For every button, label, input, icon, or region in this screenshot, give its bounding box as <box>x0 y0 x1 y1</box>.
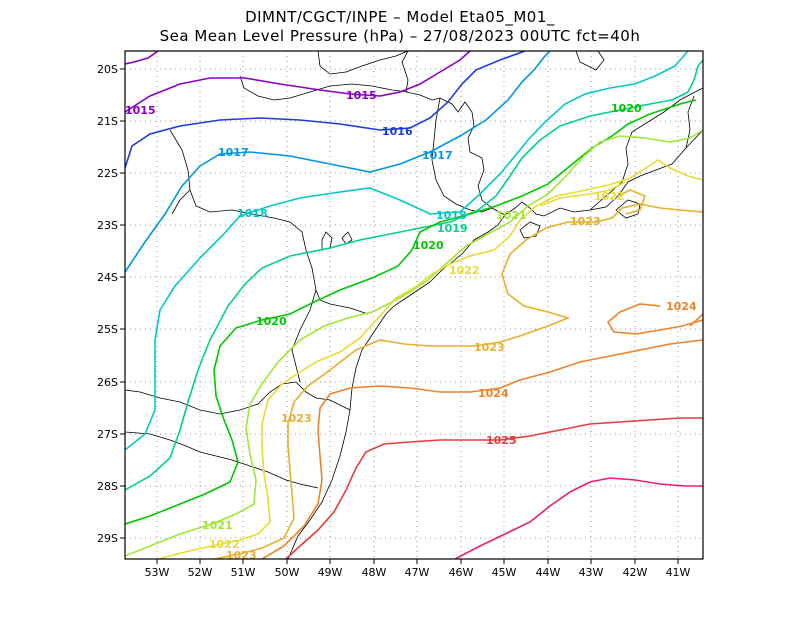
lon-label: 42W <box>623 566 648 579</box>
label-1022-center: 1022 <box>449 264 480 277</box>
isobar-1016 <box>125 51 526 169</box>
coastline-borders <box>125 51 703 559</box>
isobar-1015-west <box>125 51 159 65</box>
label-1024-center: 1024 <box>478 387 509 400</box>
label-1022-east: 1022 <box>594 190 625 203</box>
lon-label: 52W <box>188 566 213 579</box>
label-1015: 1015 <box>346 89 377 102</box>
isobar-1023-east <box>617 189 647 215</box>
lat-label: 20S <box>97 63 118 76</box>
lon-label: 50W <box>275 566 300 579</box>
label-1021-east: 1021 <box>496 209 527 222</box>
lon-label: 45W <box>492 566 517 579</box>
label-1021-south: 1021 <box>202 519 233 532</box>
isobar-1017 <box>125 51 551 273</box>
label-1015-west: 1015 <box>125 104 156 117</box>
label-1020-center: 1020 <box>413 239 444 252</box>
lat-label: 26S <box>97 376 118 389</box>
lat-label: 25S <box>97 323 118 336</box>
lat-label: 29S <box>97 532 118 545</box>
label-1020-west: 1020 <box>256 315 287 328</box>
label-1024-east: 1024 <box>666 300 697 313</box>
label-1023-east: 1023 <box>570 215 601 228</box>
label-1016: 1016 <box>382 125 413 138</box>
isobar-1022-sea <box>539 181 626 207</box>
lon-label: 41W <box>666 566 691 579</box>
lat-label: 28S <box>97 480 118 493</box>
map-frame <box>124 50 704 560</box>
lat-label: 23S <box>97 219 118 232</box>
isobar-1025 <box>285 417 703 559</box>
map-subtitle: Sea Mean Level Pressure (hPa) – 27/08/20… <box>159 27 641 45</box>
lon-label: 48W <box>362 566 387 579</box>
isobar-1024 <box>261 339 703 559</box>
label-1023-south: 1023 <box>226 549 257 562</box>
lon-label: 53W <box>145 566 170 579</box>
isobar-1020 <box>125 99 697 525</box>
isobar-1015-north <box>125 51 471 113</box>
label-1017-east: 1017 <box>422 149 453 162</box>
lon-label: 44W <box>536 566 561 579</box>
lat-label: 21S <box>97 115 118 128</box>
map-title: DIMNT/CGCT/INPE – Model Eta05_M01_ <box>245 8 555 26</box>
label-1018-west: 1018 <box>237 207 268 220</box>
label-1025: 1025 <box>486 434 517 447</box>
isobar-1023 <box>213 203 703 559</box>
label-1018-east: 1018 <box>436 209 467 222</box>
lat-axis-labels: 20S 21S 22S 23S 24S 25S 26S 27S 28S 29S <box>97 63 118 545</box>
isobar-1019 <box>125 59 703 491</box>
lon-label: 46W <box>449 566 474 579</box>
isobar-1024-east2 <box>689 313 703 327</box>
lat-label: 27S <box>97 428 118 441</box>
label-1023-land: 1023 <box>281 412 312 425</box>
lat-label: 22S <box>97 167 118 180</box>
lon-label: 43W <box>579 566 604 579</box>
tick-marks <box>120 68 679 564</box>
lon-label: 51W <box>231 566 256 579</box>
isobar-1024-east <box>606 303 703 335</box>
grid-lines <box>125 51 703 559</box>
isobar-1022-west <box>157 159 703 559</box>
contour-labels: 1015 1015 1016 1017 1017 1018 1018 1019 … <box>125 89 697 562</box>
label-1020-east: 1020 <box>611 102 642 115</box>
lat-label: 24S <box>97 271 118 284</box>
isobar-1026 <box>454 477 703 559</box>
label-1022-south: 1022 <box>209 538 240 551</box>
isobar-1018 <box>125 51 689 451</box>
lon-label: 49W <box>318 566 343 579</box>
label-1023-sea: 1023 <box>474 341 505 354</box>
label-1017-west: 1017 <box>218 146 249 159</box>
label-1019: 1019 <box>437 222 468 235</box>
lon-axis-labels: 53W 52W 51W 50W 49W 48W 47W 46W 45W 44W … <box>145 566 691 579</box>
lon-label: 47W <box>405 566 430 579</box>
